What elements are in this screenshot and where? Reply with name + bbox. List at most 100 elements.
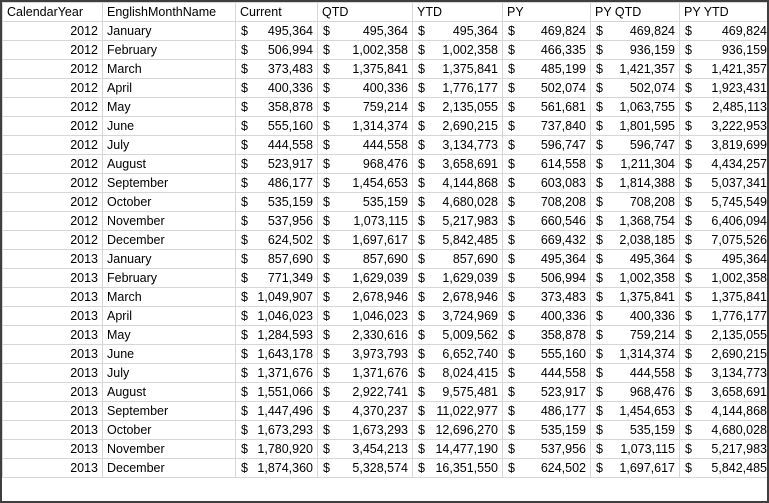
ytd-cell[interactable]: $8,024,415: [412, 363, 503, 383]
py-ytd-cell[interactable]: $936,159: [679, 40, 767, 60]
py-ytd-cell[interactable]: $3,819,699: [679, 135, 767, 155]
ytd-cell[interactable]: $2,690,215: [412, 116, 503, 136]
column-header-py[interactable]: PY: [502, 2, 591, 22]
qtd-cell[interactable]: $495,364: [317, 21, 413, 41]
month-cell[interactable]: September: [102, 173, 236, 193]
current-cell[interactable]: $1,371,676: [235, 363, 318, 383]
py-qtd-cell[interactable]: $400,336: [590, 306, 680, 326]
month-cell[interactable]: February: [102, 268, 236, 288]
ytd-cell[interactable]: $495,364: [412, 21, 503, 41]
py-ytd-cell[interactable]: $3,134,773: [679, 363, 767, 383]
qtd-cell[interactable]: $400,336: [317, 78, 413, 98]
py-ytd-cell[interactable]: $1,923,431: [679, 78, 767, 98]
py-ytd-cell[interactable]: $2,135,055: [679, 325, 767, 345]
py-cell[interactable]: $561,681: [502, 97, 591, 117]
month-cell[interactable]: April: [102, 306, 236, 326]
ytd-cell[interactable]: $4,680,028: [412, 192, 503, 212]
current-cell[interactable]: $624,502: [235, 230, 318, 250]
current-cell[interactable]: $1,643,178: [235, 344, 318, 364]
py-qtd-cell[interactable]: $1,421,357: [590, 59, 680, 79]
month-cell[interactable]: January: [102, 21, 236, 41]
qtd-cell[interactable]: $968,476: [317, 154, 413, 174]
qtd-cell[interactable]: $1,314,374: [317, 116, 413, 136]
py-cell[interactable]: $502,074: [502, 78, 591, 98]
ytd-cell[interactable]: $857,690: [412, 249, 503, 269]
py-cell[interactable]: $469,824: [502, 21, 591, 41]
ytd-cell[interactable]: $1,776,177: [412, 78, 503, 98]
month-cell[interactable]: January: [102, 249, 236, 269]
month-cell[interactable]: July: [102, 135, 236, 155]
month-cell[interactable]: May: [102, 325, 236, 345]
py-ytd-cell[interactable]: $3,658,691: [679, 382, 767, 402]
ytd-cell[interactable]: $3,134,773: [412, 135, 503, 155]
py-qtd-cell[interactable]: $596,747: [590, 135, 680, 155]
py-cell[interactable]: $485,199: [502, 59, 591, 79]
column-header-py-qtd[interactable]: PY QTD: [590, 2, 680, 22]
current-cell[interactable]: $400,336: [235, 78, 318, 98]
ytd-cell[interactable]: $1,375,841: [412, 59, 503, 79]
year-cell[interactable]: 2012: [2, 154, 103, 174]
column-header-current[interactable]: Current: [235, 2, 318, 22]
py-ytd-cell[interactable]: $7,075,526: [679, 230, 767, 250]
current-cell[interactable]: $486,177: [235, 173, 318, 193]
qtd-cell[interactable]: $4,370,237: [317, 401, 413, 421]
month-cell[interactable]: August: [102, 154, 236, 174]
qtd-cell[interactable]: $1,454,653: [317, 173, 413, 193]
qtd-cell[interactable]: $444,558: [317, 135, 413, 155]
month-cell[interactable]: October: [102, 420, 236, 440]
month-cell[interactable]: November: [102, 211, 236, 231]
py-qtd-cell[interactable]: $469,824: [590, 21, 680, 41]
column-header-ytd[interactable]: YTD: [412, 2, 503, 22]
month-cell[interactable]: April: [102, 78, 236, 98]
current-cell[interactable]: $771,349: [235, 268, 318, 288]
year-cell[interactable]: 2012: [2, 97, 103, 117]
ytd-cell[interactable]: $12,696,270: [412, 420, 503, 440]
py-cell[interactable]: $495,364: [502, 249, 591, 269]
py-qtd-cell[interactable]: $708,208: [590, 192, 680, 212]
py-ytd-cell[interactable]: $5,745,549: [679, 192, 767, 212]
py-ytd-cell[interactable]: $3,222,953: [679, 116, 767, 136]
py-cell[interactable]: $523,917: [502, 382, 591, 402]
ytd-cell[interactable]: $1,002,358: [412, 40, 503, 60]
current-cell[interactable]: $373,483: [235, 59, 318, 79]
year-cell[interactable]: 2013: [2, 382, 103, 402]
month-cell[interactable]: July: [102, 363, 236, 383]
qtd-cell[interactable]: $1,002,358: [317, 40, 413, 60]
qtd-cell[interactable]: $3,454,213: [317, 439, 413, 459]
ytd-cell[interactable]: $5,842,485: [412, 230, 503, 250]
year-cell[interactable]: 2012: [2, 173, 103, 193]
py-cell[interactable]: $708,208: [502, 192, 591, 212]
py-ytd-cell[interactable]: $2,690,215: [679, 344, 767, 364]
ytd-cell[interactable]: $3,724,969: [412, 306, 503, 326]
py-cell[interactable]: $444,558: [502, 363, 591, 383]
ytd-cell[interactable]: $5,009,562: [412, 325, 503, 345]
current-cell[interactable]: $444,558: [235, 135, 318, 155]
current-cell[interactable]: $506,994: [235, 40, 318, 60]
py-qtd-cell[interactable]: $1,002,358: [590, 268, 680, 288]
py-cell[interactable]: $624,502: [502, 458, 591, 478]
py-qtd-cell[interactable]: $1,801,595: [590, 116, 680, 136]
month-cell[interactable]: March: [102, 287, 236, 307]
month-cell[interactable]: November: [102, 439, 236, 459]
py-qtd-cell[interactable]: $968,476: [590, 382, 680, 402]
py-cell[interactable]: $466,335: [502, 40, 591, 60]
py-cell[interactable]: $486,177: [502, 401, 591, 421]
qtd-cell[interactable]: $759,214: [317, 97, 413, 117]
py-cell[interactable]: $506,994: [502, 268, 591, 288]
py-ytd-cell[interactable]: $4,680,028: [679, 420, 767, 440]
current-cell[interactable]: $495,364: [235, 21, 318, 41]
year-cell[interactable]: 2013: [2, 306, 103, 326]
ytd-cell[interactable]: $16,351,550: [412, 458, 503, 478]
current-cell[interactable]: $1,447,496: [235, 401, 318, 421]
py-cell[interactable]: $614,558: [502, 154, 591, 174]
year-cell[interactable]: 2013: [2, 458, 103, 478]
year-cell[interactable]: 2013: [2, 268, 103, 288]
qtd-cell[interactable]: $857,690: [317, 249, 413, 269]
current-cell[interactable]: $1,284,593: [235, 325, 318, 345]
qtd-cell[interactable]: $2,678,946: [317, 287, 413, 307]
py-ytd-cell[interactable]: $6,406,094: [679, 211, 767, 231]
year-cell[interactable]: 2013: [2, 420, 103, 440]
month-cell[interactable]: December: [102, 458, 236, 478]
qtd-cell[interactable]: $1,371,676: [317, 363, 413, 383]
qtd-cell[interactable]: $1,046,023: [317, 306, 413, 326]
